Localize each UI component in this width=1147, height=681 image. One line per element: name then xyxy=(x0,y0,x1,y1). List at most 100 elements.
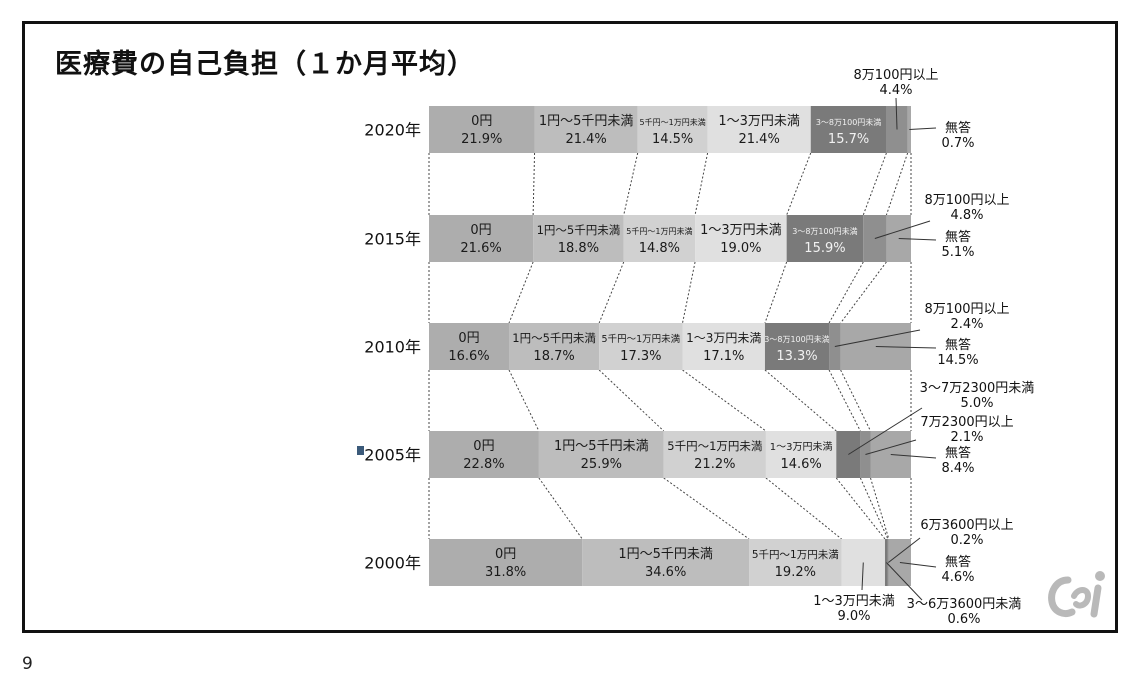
callout-label: 無答 xyxy=(945,229,971,245)
connector-line xyxy=(598,261,625,324)
callout-leader xyxy=(865,439,917,455)
connector-line xyxy=(598,369,665,432)
year-label: 2010年 xyxy=(364,338,421,357)
callout-value: 4.6% xyxy=(941,570,974,585)
bar-row: 2000年 0円 31.8% 1円～5千円未満 34.6% 5千円～1万円未満 19.2% xyxy=(364,539,911,586)
callout-leader xyxy=(848,407,923,455)
callout-label: 7万2300円以上 xyxy=(920,415,1013,430)
segment-value-label: 14.5% xyxy=(652,132,693,147)
callout-value: 14.5% xyxy=(937,353,978,368)
callout-leader xyxy=(861,562,864,591)
bar-segment xyxy=(623,215,696,262)
callout-value: 4.4% xyxy=(879,83,912,98)
connector-line xyxy=(765,477,842,540)
segment-label: 1円～5千円未満 xyxy=(554,439,649,454)
connector-line xyxy=(885,152,909,216)
segment-label: 1円～5千円未満 xyxy=(618,547,713,562)
callout-leader xyxy=(898,238,937,241)
connector-line xyxy=(786,152,812,216)
callout-value: 5.0% xyxy=(960,396,993,411)
bar-segment xyxy=(840,323,911,370)
callout-label: 8万100円以上 xyxy=(924,193,1009,208)
segment-value-label: 21.2% xyxy=(694,457,735,472)
year-label: 2000年 xyxy=(364,554,421,573)
callout-leader xyxy=(909,127,937,130)
segment-label: 5千円～1万円未満 xyxy=(752,549,839,561)
segment-label: 5千円～1万円未満 xyxy=(640,117,706,127)
segment-label: 3～8万100円未満 xyxy=(816,117,881,127)
callout-leader xyxy=(895,97,898,130)
connector-line xyxy=(508,261,534,324)
segment-label: 1～3万円未満 xyxy=(700,223,782,238)
segment-value-label: 22.8% xyxy=(463,457,504,472)
bar-row: 2020年 0円 21.9% 1円～5千円未満 21.4% 5千円～1万円未満 14.5% 1… xyxy=(364,106,911,153)
callout-label: 8万100円以上 xyxy=(853,68,938,83)
segment-value-label: 25.9% xyxy=(581,457,622,472)
segment-value-label: 16.6% xyxy=(448,349,489,364)
segment-value-label: 19.0% xyxy=(720,241,761,256)
bar-segment xyxy=(707,106,811,153)
segment-label: 1円～5千円未満 xyxy=(512,331,596,345)
callout-leader xyxy=(888,537,921,563)
segment-label: 5千円～1万円未満 xyxy=(626,226,692,236)
connector-line xyxy=(840,261,887,324)
note-marker-icon xyxy=(357,446,364,455)
segment-label: 0円 xyxy=(470,223,491,238)
bar-segment xyxy=(429,106,535,153)
connector-line xyxy=(694,152,709,216)
callout-value: 0.7% xyxy=(941,136,974,151)
year-label: 2015年 xyxy=(364,230,421,249)
bar-row: 2015年 0円 21.6% 1円～5千円未満 18.8% 5千円～1万円未満 14.8% 1… xyxy=(364,215,911,262)
bar-row: 2010年 0円 16.6% 1円～5千円未満 18.7% 5千円～1万円未満 17.3% 1… xyxy=(364,323,911,370)
bar-segment xyxy=(637,106,708,153)
segment-label: 1～3万円未満 xyxy=(718,114,800,129)
segment-label: 1円～5千円未満 xyxy=(537,223,621,237)
segment-value-label: 21.9% xyxy=(461,132,502,147)
callout-value: 0.2% xyxy=(950,533,983,548)
callout-label: 6万3600円以上 xyxy=(920,518,1013,533)
callout-value: 2.4% xyxy=(950,317,983,332)
bar-segment xyxy=(765,431,837,478)
segment-value-label: 15.7% xyxy=(828,132,869,147)
segment-value-label: 19.2% xyxy=(775,565,816,580)
segment-label: 3～8万100円未満 xyxy=(764,334,829,344)
segment-value-label: 17.1% xyxy=(703,349,744,364)
connector-line xyxy=(682,369,767,432)
bar-segment xyxy=(764,323,830,370)
bar-segment xyxy=(582,539,750,586)
callout-label: 3～6万3600円未満 xyxy=(907,597,1022,612)
callout-value: 5.1% xyxy=(941,245,974,260)
connector-line xyxy=(840,369,871,432)
bar-segment xyxy=(884,539,888,586)
bar-segment xyxy=(599,323,683,370)
connector-line xyxy=(828,369,861,432)
callout-leader xyxy=(875,346,937,349)
segment-value-label: 31.8% xyxy=(485,565,526,580)
bar-segment xyxy=(429,431,539,478)
callout-label: 無答 xyxy=(945,337,971,353)
bar-segment xyxy=(429,539,583,586)
segment-label: 0円 xyxy=(471,114,492,129)
segment-label: 1～3万円未満 xyxy=(770,441,833,453)
callout-leader xyxy=(899,562,937,568)
connector-line xyxy=(623,152,639,216)
callout-label: 無答 xyxy=(945,554,971,570)
callout-value: 8.4% xyxy=(941,461,974,476)
segment-value-label: 14.6% xyxy=(780,457,821,472)
connector-line xyxy=(532,152,536,216)
connector-line xyxy=(538,477,583,540)
segment-label: 3～8万100円未満 xyxy=(792,226,857,236)
connector-line xyxy=(828,261,864,324)
connector-line xyxy=(508,369,540,432)
segment-value-label: 18.7% xyxy=(533,349,574,364)
callout-value: 9.0% xyxy=(837,609,870,624)
segment-value-label: 14.8% xyxy=(639,241,680,256)
callout-value: 0.6% xyxy=(947,612,980,627)
bar-segment xyxy=(682,323,765,370)
bar-segment xyxy=(509,323,600,370)
segment-value-label: 13.3% xyxy=(776,349,817,364)
bar-segment xyxy=(663,431,766,478)
segment-label: 0円 xyxy=(495,547,516,562)
segment-value-label: 21.4% xyxy=(739,132,780,147)
